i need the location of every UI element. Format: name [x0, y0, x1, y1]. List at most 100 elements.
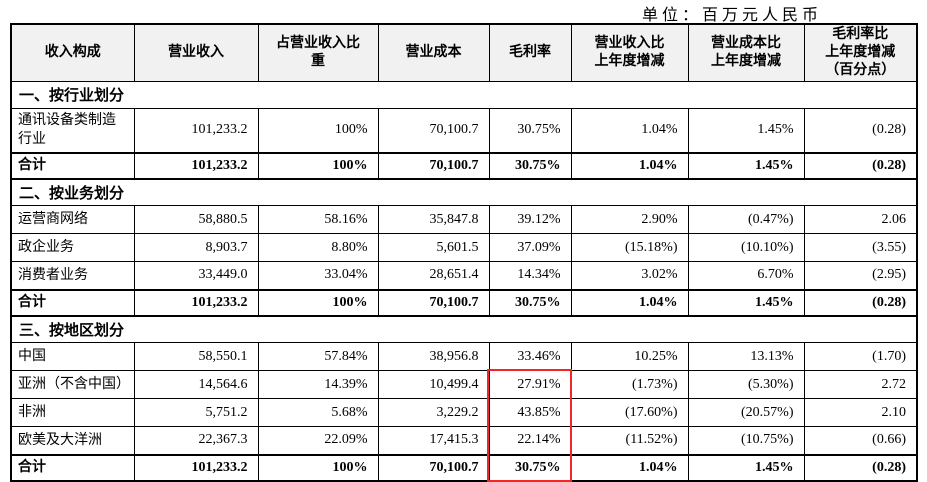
- table-row: 通讯设备类制造行业 101,233.2 100% 70,100.7 30.75% 1.04…: [10, 107, 918, 154]
- cell-value: 100%: [257, 453, 379, 482]
- cell-value: 101,233.2: [133, 107, 259, 154]
- cell-value: 30.75%: [488, 107, 572, 154]
- row-label: 政企业务: [10, 233, 135, 263]
- table-row: 亚洲（不含中国） 14,564.6 14.39% 10,499.4 27.91% (1.7…: [10, 370, 918, 400]
- cell-value: 30.75%: [488, 151, 572, 180]
- cell-value: 30.75%: [488, 288, 572, 317]
- column-header: 毛利率比 上年度增减 （百分点）: [803, 23, 918, 82]
- total-row: 合计 101,233.2 100% 70,100.7 30.75% 1.04% 1.45%(…: [10, 453, 918, 482]
- cell-value: (0.47%): [687, 205, 805, 235]
- section-title-row: 二、按业务划分: [10, 178, 918, 207]
- cell-value: (15.18%): [570, 233, 689, 263]
- table-row: 中国 58,550.1 57.84% 38,956.8 33.46% 10.25% 13.1…: [10, 342, 918, 372]
- cell-value: (2.95): [803, 261, 918, 291]
- cell-value: 1.04%: [570, 151, 689, 180]
- column-header: 营业收入: [133, 23, 259, 82]
- cell-value: (0.28): [803, 151, 918, 180]
- cell-value: 100%: [257, 151, 379, 180]
- row-label: 合计: [10, 453, 135, 482]
- cell-value: 33,449.0: [133, 261, 259, 291]
- cell-value: (17.60%): [570, 398, 689, 428]
- cell-value: 2.90%: [570, 205, 689, 235]
- cell-value: 13.13%: [687, 342, 805, 372]
- cell-value: 70,100.7: [377, 453, 490, 482]
- unit-label: 单位：百万元人民币: [642, 7, 823, 24]
- row-label: 通讯设备类制造行业: [10, 107, 135, 154]
- cell-value: (10.10%): [687, 233, 805, 263]
- cell-value: 5.68%: [257, 398, 379, 428]
- cell-value: 1.45%: [687, 107, 805, 154]
- cell-value: 14,564.6: [133, 370, 259, 400]
- cell-value: (3.55): [803, 233, 918, 263]
- row-label: 欧美及大洋洲: [10, 426, 135, 456]
- cell-value: 100%: [257, 288, 379, 317]
- cell-value: 101,233.2: [133, 288, 259, 317]
- total-row: 合计 101,233.2 100% 70,100.7 30.75% 1.04% 1.45%(…: [10, 151, 918, 180]
- column-header: 营业成本: [377, 23, 490, 82]
- section-title: 三、按地区划分: [10, 315, 918, 344]
- cell-value: 22.14%: [488, 426, 572, 456]
- cell-value: 58,550.1: [133, 342, 259, 372]
- cell-value: (0.28): [803, 453, 918, 482]
- cell-value: (0.28): [803, 107, 918, 154]
- section-title-row: 一、按行业划分: [10, 80, 918, 109]
- cell-value: (1.73%): [570, 370, 689, 400]
- cell-value: 2.10: [803, 398, 918, 428]
- row-label: 合计: [10, 151, 135, 180]
- cell-value: 33.04%: [257, 261, 379, 291]
- cell-value: 22.09%: [257, 426, 379, 456]
- table-row: 消费者业务 33,449.0 33.04% 28,651.4 14.34% 3.02% 6.…: [10, 261, 918, 291]
- cell-value: 57.84%: [257, 342, 379, 372]
- cell-value: 5,751.2: [133, 398, 259, 428]
- table-row: 欧美及大洋洲 22,367.3 22.09% 17,415.3 22.14% (11.52…: [10, 426, 918, 456]
- cell-value: 1.45%: [687, 151, 805, 180]
- cell-value: 43.85%: [488, 398, 572, 428]
- cell-value: 33.46%: [488, 342, 572, 372]
- cell-value: (10.75%): [687, 426, 805, 456]
- table-body: 一、按行业划分 通讯设备类制造行业 101,233.2 100% 70,100.7 30.…: [10, 80, 918, 482]
- cell-value: 10.25%: [570, 342, 689, 372]
- row-label: 中国: [10, 342, 135, 372]
- cell-value: 1.45%: [687, 288, 805, 317]
- cell-value: 70,100.7: [377, 151, 490, 180]
- cell-value: 17,415.3: [377, 426, 490, 456]
- section-title: 二、按业务划分: [10, 178, 918, 207]
- row-label: 亚洲（不含中国）: [10, 370, 135, 400]
- cell-value: 8.80%: [257, 233, 379, 263]
- cell-value: 8,903.7: [133, 233, 259, 263]
- cell-value: 3.02%: [570, 261, 689, 291]
- cell-value: (5.30%): [687, 370, 805, 400]
- section-title-row: 三、按地区划分: [10, 315, 918, 344]
- cell-value: 1.04%: [570, 453, 689, 482]
- cell-value: 100%: [257, 107, 379, 154]
- table-row: 非洲 5,751.2 5.68% 3,229.2 43.85% (17.60%) (20.5…: [10, 398, 918, 428]
- cell-value: 101,233.2: [133, 151, 259, 180]
- header-row: 收入构成 营业收入 占营业收入比 重营业成本 毛利率 营业收入比 上年度增减 营业成本比 …: [10, 23, 918, 82]
- row-label: 消费者业务: [10, 261, 135, 291]
- cell-value: 1.04%: [570, 288, 689, 317]
- table-row: 政企业务 8,903.7 8.80% 5,601.5 37.09% (15.18%) (10…: [10, 233, 918, 263]
- cell-value: 58,880.5: [133, 205, 259, 235]
- column-header: 毛利率: [488, 23, 572, 82]
- cell-value: 28,651.4: [377, 261, 490, 291]
- column-header: 营业收入比 上年度增减: [570, 23, 689, 82]
- cell-value: 2.06: [803, 205, 918, 235]
- cell-value: 10,499.4: [377, 370, 490, 400]
- cell-value: (20.57%): [687, 398, 805, 428]
- table-row: 运营商网络 58,880.5 58.16% 35,847.8 39.12% 2.90% (0…: [10, 205, 918, 235]
- cell-value: 6.70%: [687, 261, 805, 291]
- cell-value: 101,233.2: [133, 453, 259, 482]
- column-header: 占营业收入比 重: [257, 23, 379, 82]
- cell-value: 1.45%: [687, 453, 805, 482]
- section-title: 一、按行业划分: [10, 80, 918, 109]
- cell-value: 14.34%: [488, 261, 572, 291]
- cell-value: 30.75%: [488, 453, 572, 482]
- cell-value: 27.91%: [488, 370, 572, 400]
- cell-value: 3,229.2: [377, 398, 490, 428]
- table-wrapper: 收入构成 营业收入 占营业收入比 重营业成本 毛利率 营业收入比 上年度增减 营业成本比 …: [10, 23, 918, 482]
- revenue-composition-table: 收入构成 营业收入 占营业收入比 重营业成本 毛利率 营业收入比 上年度增减 营业成本比 …: [10, 23, 918, 482]
- cell-value: 58.16%: [257, 205, 379, 235]
- cell-value: 38,956.8: [377, 342, 490, 372]
- cell-value: 35,847.8: [377, 205, 490, 235]
- table-header: 收入构成 营业收入 占营业收入比 重营业成本 毛利率 营业收入比 上年度增减 营业成本比 …: [10, 23, 918, 82]
